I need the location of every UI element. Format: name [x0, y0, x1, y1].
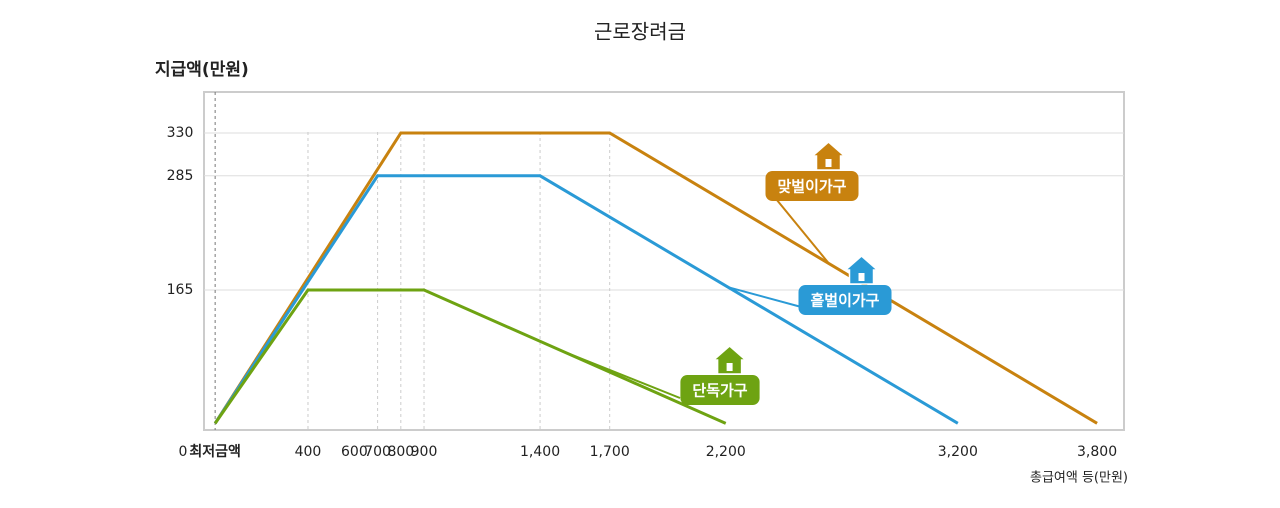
x-tick-label: 2,200: [706, 444, 746, 460]
x-axis-label: 총급여액 등(만원): [1030, 471, 1128, 486]
legend-house-door: [825, 159, 832, 167]
y-tick-label: 330: [167, 125, 194, 141]
x-tick-label: 800: [387, 444, 414, 460]
legend-badge: [798, 285, 892, 315]
legend-pointer: [559, 349, 681, 399]
legend-item: 단독가구: [680, 345, 760, 405]
legend-badge: [765, 171, 859, 201]
legend-house-icon: [711, 345, 748, 375]
legend-badge: [680, 375, 760, 405]
legend-house-door: [858, 273, 865, 281]
x-tick-label: 1,700: [590, 444, 630, 460]
x-tick-label: 600: [341, 444, 368, 460]
y-tick-label: 165: [167, 282, 194, 298]
series-line: [213, 288, 727, 425]
x-tick-label: 700: [364, 444, 391, 460]
legend-house-icon: [843, 255, 880, 285]
y-axis-label: 지급액(만원): [155, 60, 249, 80]
legend-house-door: [726, 363, 733, 371]
x-tick-label: 1,400: [520, 444, 560, 460]
x-tick-label: 900: [411, 444, 438, 460]
x-tick-label: 3,800: [1077, 444, 1117, 460]
legend-label: 홑벌이가구: [810, 292, 879, 310]
legend-item: 홑벌이가구: [798, 255, 892, 315]
origin-label: 0: [179, 444, 188, 460]
x-tick-label: 400: [295, 444, 322, 460]
x-tick-label: 3,200: [938, 444, 978, 460]
series-line: [213, 131, 1098, 425]
legend-house-icon: [810, 141, 847, 171]
legend-label: 단독가구: [692, 382, 747, 400]
legend-item: 맞벌이가구: [765, 141, 859, 201]
plot-frame: [203, 91, 1125, 431]
chart-title: 근로장려금: [594, 20, 686, 44]
series-line: [213, 174, 959, 425]
y-tick-label: 285: [167, 168, 194, 184]
x-tick-label: 최저금액: [189, 443, 241, 460]
legend-pointer: [727, 286, 806, 309]
legend-label: 맞벌이가구: [777, 178, 846, 196]
legend-pointer: [771, 193, 830, 265]
